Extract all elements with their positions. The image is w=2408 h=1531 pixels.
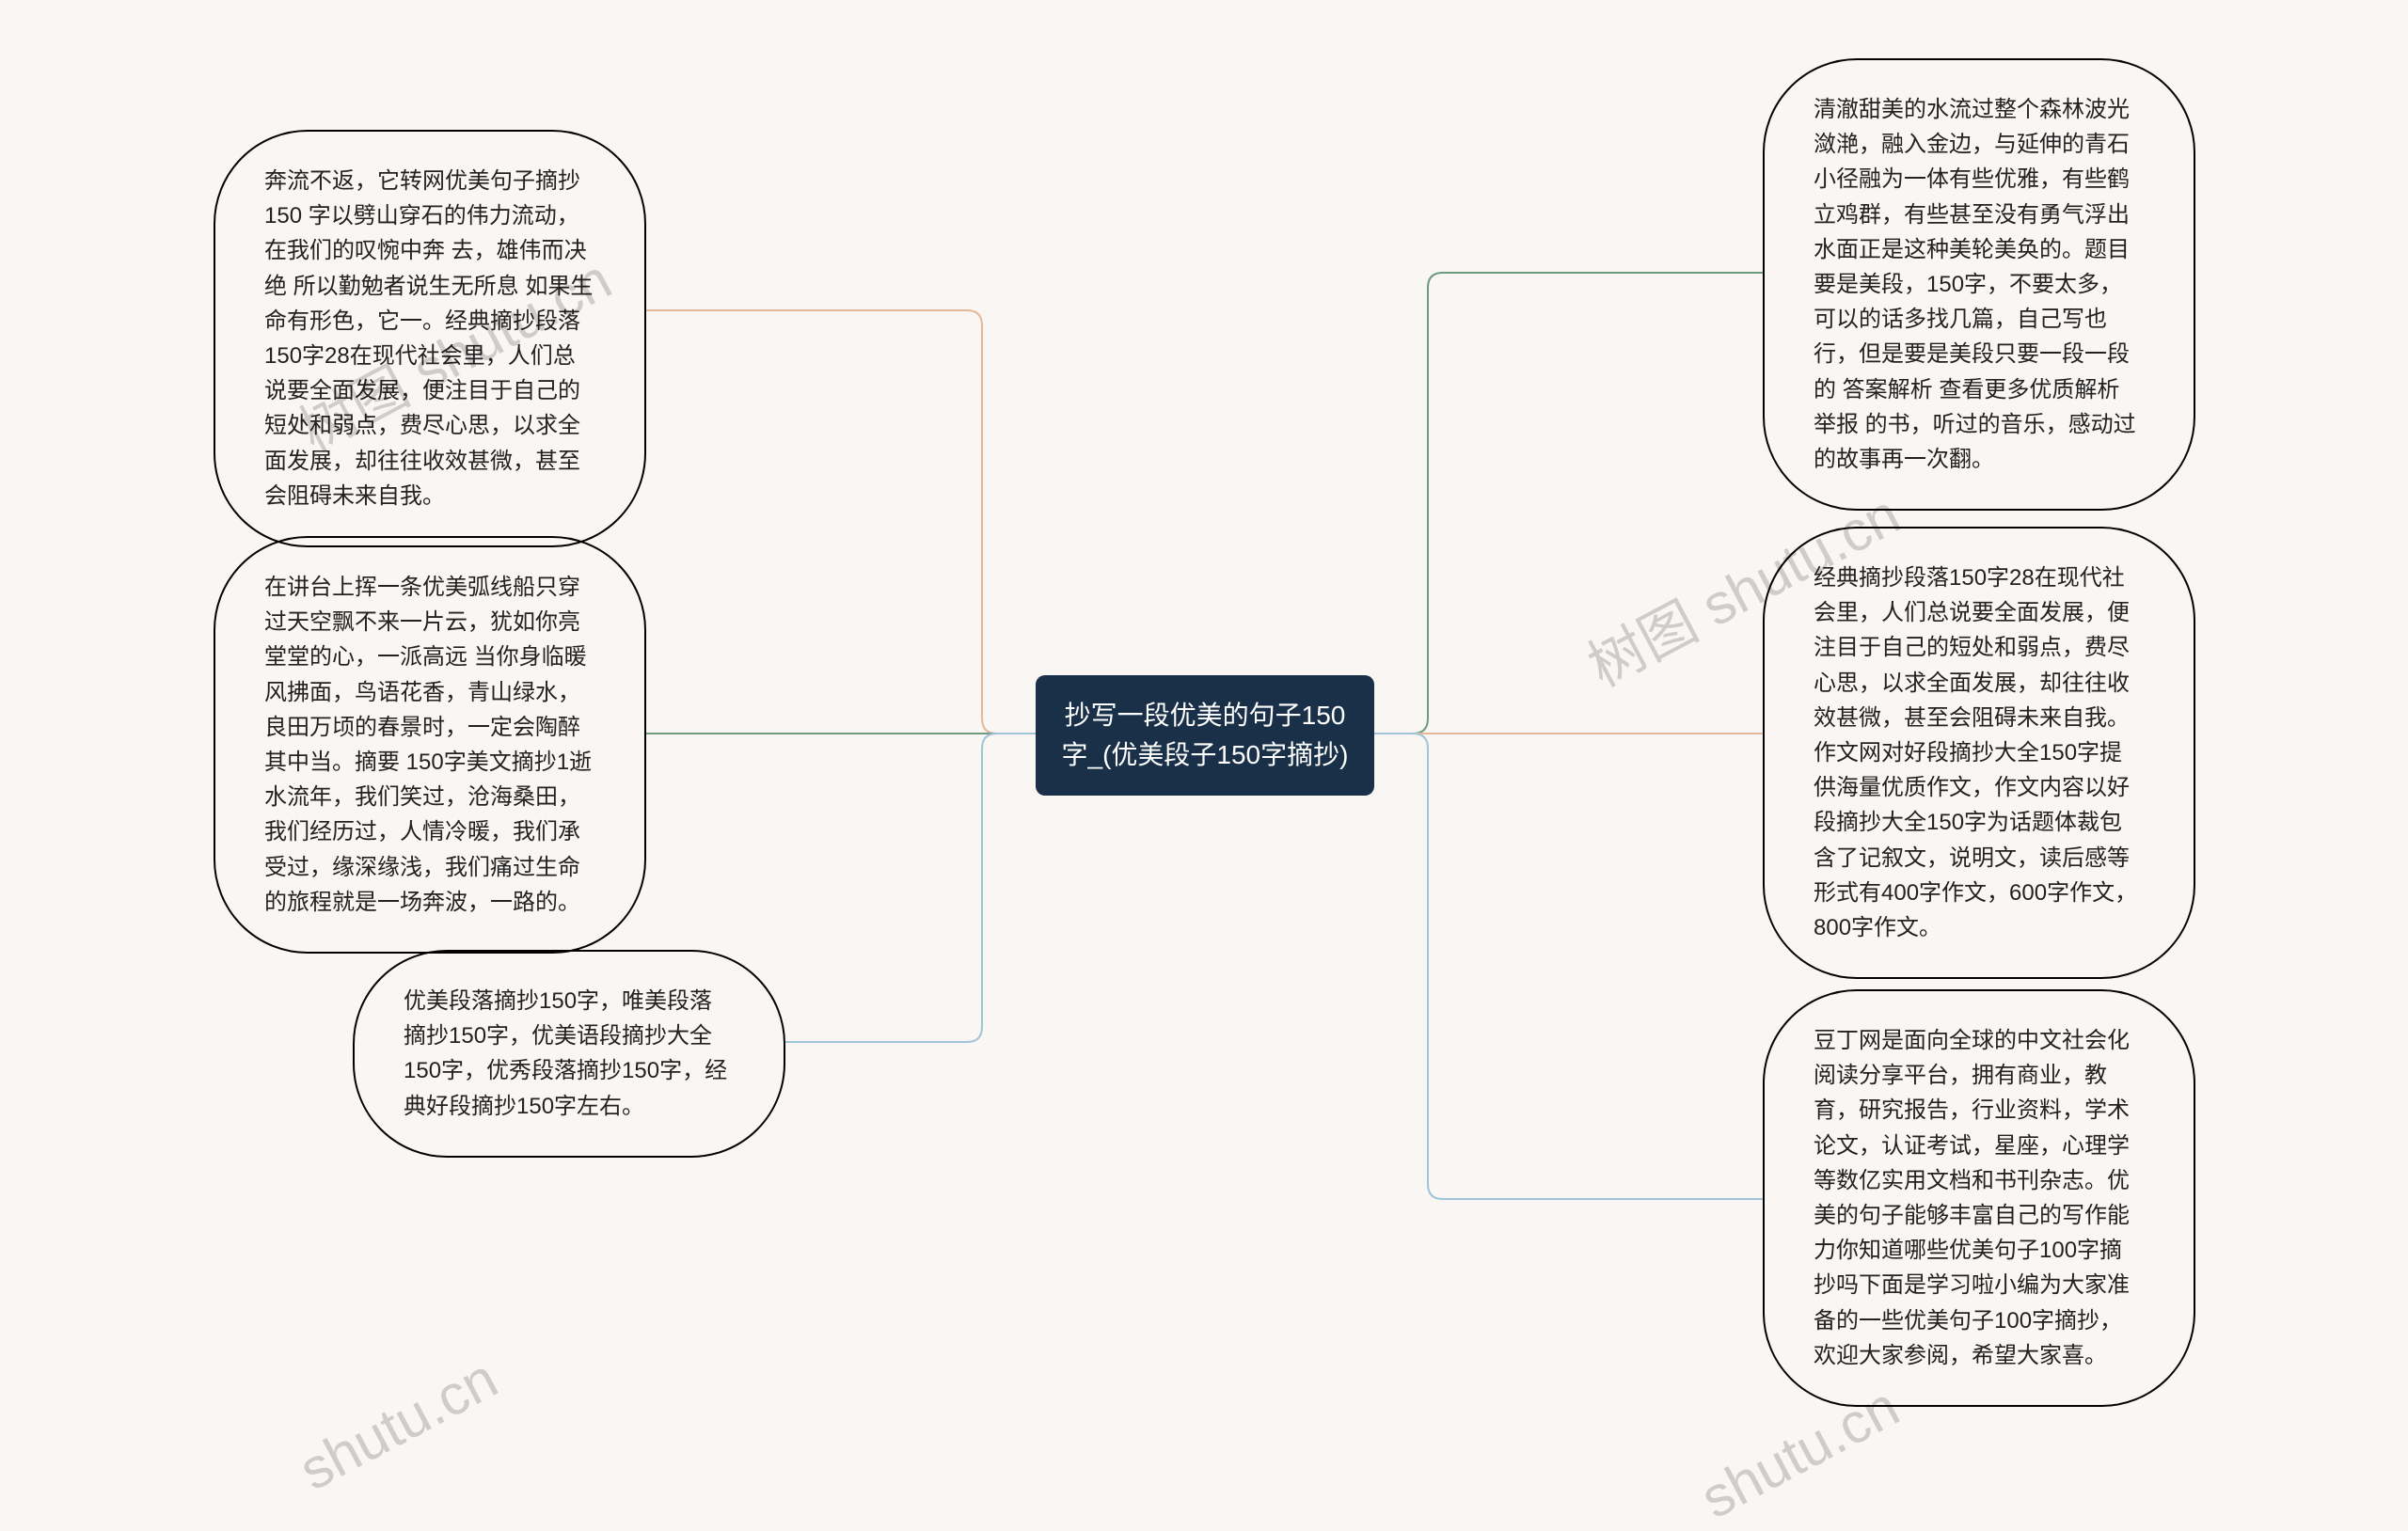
right-node-0: 清澈甜美的水流过整个森林波光潋滟，融入金边，与延伸的青石小径融为一体有些优雅，有… bbox=[1763, 58, 2195, 511]
right-node-1: 经典摘抄段落150字28在现代社会里，人们总说要全面发展，便注目于自己的短处和弱… bbox=[1763, 527, 2195, 979]
left-node-2-text: 优美段落摘抄150字，唯美段落摘抄150字，优美语段摘抄大全150字，优秀段落摘… bbox=[404, 988, 727, 1119]
left-node-1: 在讲台上挥一条优美弧线船只穿过天空飘不来一片云，犹如你亮堂堂的心，一派高远 当你… bbox=[214, 536, 646, 954]
left-node-1-text: 在讲台上挥一条优美弧线船只穿过天空飘不来一片云，犹如你亮堂堂的心，一派高远 当你… bbox=[264, 575, 592, 915]
central-node-text: 抄写一段优美的句子150字_(优美段子150字摘抄) bbox=[1062, 701, 1349, 769]
left-node-0: 奔流不返，它转网优美句子摘抄150 字以劈山穿石的伟力流动，在我们的叹惋中奔 去… bbox=[214, 130, 646, 547]
right-node-2: 豆丁网是面向全球的中文社会化阅读分享平台，拥有商业，教育，研究报告，行业资料，学… bbox=[1763, 989, 2195, 1407]
left-node-2: 优美段落摘抄150字，唯美段落摘抄150字，优美语段摘抄大全150字，优秀段落摘… bbox=[353, 950, 785, 1158]
right-node-0-text: 清澈甜美的水流过整个森林波光潋滟，融入金边，与延伸的青石小径融为一体有些优雅，有… bbox=[1814, 97, 2136, 472]
left-node-0-text: 奔流不返，它转网优美句子摘抄150 字以劈山穿石的伟力流动，在我们的叹惋中奔 去… bbox=[264, 168, 593, 509]
watermark-2: shutu.cn bbox=[289, 1346, 508, 1503]
central-node: 抄写一段优美的句子150字_(优美段子150字摘抄) bbox=[1036, 675, 1374, 796]
right-node-1-text: 经典摘抄段落150字28在现代社会里，人们总说要全面发展，便注目于自己的短处和弱… bbox=[1814, 565, 2137, 940]
right-node-2-text: 豆丁网是面向全球的中文社会化阅读分享平台，拥有商业，教育，研究报告，行业资料，学… bbox=[1814, 1028, 2130, 1368]
